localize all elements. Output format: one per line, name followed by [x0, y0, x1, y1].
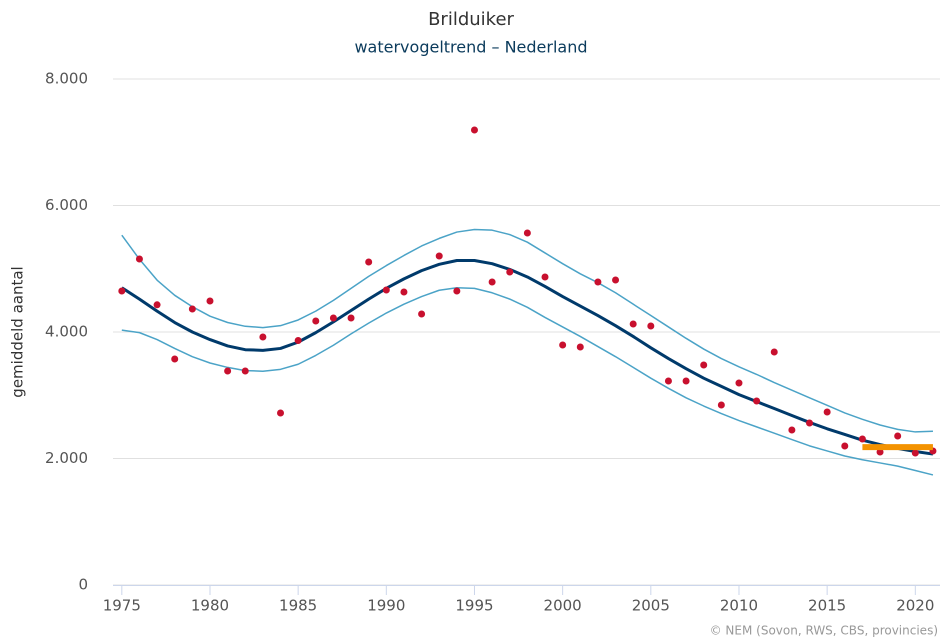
data-point [682, 377, 690, 385]
data-point [171, 355, 179, 363]
data-point [312, 317, 320, 325]
trend-line [121, 286, 934, 476]
data-point [188, 305, 196, 313]
data-point [629, 320, 637, 328]
y-tick-label: 8.000 [45, 70, 88, 88]
data-point [700, 361, 708, 369]
data-point [770, 348, 778, 356]
y-tick-label: 0 [78, 576, 88, 594]
x-tick-label: 2010 [720, 597, 758, 615]
y-tick-label: 2.000 [45, 449, 88, 467]
data-point [894, 432, 902, 440]
x-tick-label: 1995 [455, 597, 493, 615]
data-point [823, 408, 831, 416]
data-point [576, 343, 584, 351]
data-point [453, 287, 461, 295]
x-tick-label: 2005 [632, 597, 670, 615]
trend-line [121, 259, 934, 456]
data-point [224, 367, 232, 375]
data-point [858, 435, 866, 443]
data-point [717, 401, 725, 409]
x-tick-label: 1975 [103, 597, 141, 615]
data-point [206, 297, 214, 305]
data-point [365, 258, 373, 266]
data-point [541, 273, 549, 281]
y-tick-label: 4.000 [45, 323, 88, 341]
data-point [911, 449, 919, 457]
data-point [277, 409, 285, 417]
data-point [841, 442, 849, 450]
data-point [294, 336, 302, 344]
data-point [329, 314, 337, 322]
x-tick-label: 1985 [279, 597, 317, 615]
data-point [470, 126, 478, 134]
data-point [241, 367, 249, 375]
data-point [506, 268, 514, 276]
data-point [647, 322, 655, 330]
data-point [753, 397, 761, 405]
y-tick-label: 6.000 [45, 196, 88, 214]
x-tick-label: 1980 [191, 597, 229, 615]
data-point [876, 448, 884, 456]
trend-line [121, 228, 933, 433]
data-point [594, 278, 602, 286]
data-point [153, 301, 161, 309]
data-point [259, 333, 267, 341]
data-point [806, 419, 814, 427]
data-point [664, 377, 672, 385]
data-point [488, 278, 496, 286]
data-point [735, 379, 743, 387]
data-point [523, 229, 531, 237]
x-tick-label: 1990 [367, 597, 405, 615]
data-point [400, 288, 408, 296]
data-point [612, 276, 620, 284]
y-axis-label: gemiddeld aantal [9, 266, 27, 397]
x-tick-label: 2020 [896, 597, 934, 615]
data-point [435, 252, 443, 260]
data-point [135, 255, 143, 263]
data-point [347, 314, 355, 322]
x-tick-label: 2015 [808, 597, 846, 615]
credits: © NEM (Sovon, RWS, CBS, provincies) [710, 624, 938, 638]
data-point [559, 341, 567, 349]
data-point [118, 287, 126, 295]
chart-title: Brilduiker [428, 9, 514, 30]
chart-subtitle: watervogeltrend – Nederland [354, 38, 587, 57]
data-point [382, 286, 390, 294]
x-tick-label: 2000 [544, 597, 582, 615]
data-point [418, 310, 426, 318]
data-point [788, 426, 796, 434]
